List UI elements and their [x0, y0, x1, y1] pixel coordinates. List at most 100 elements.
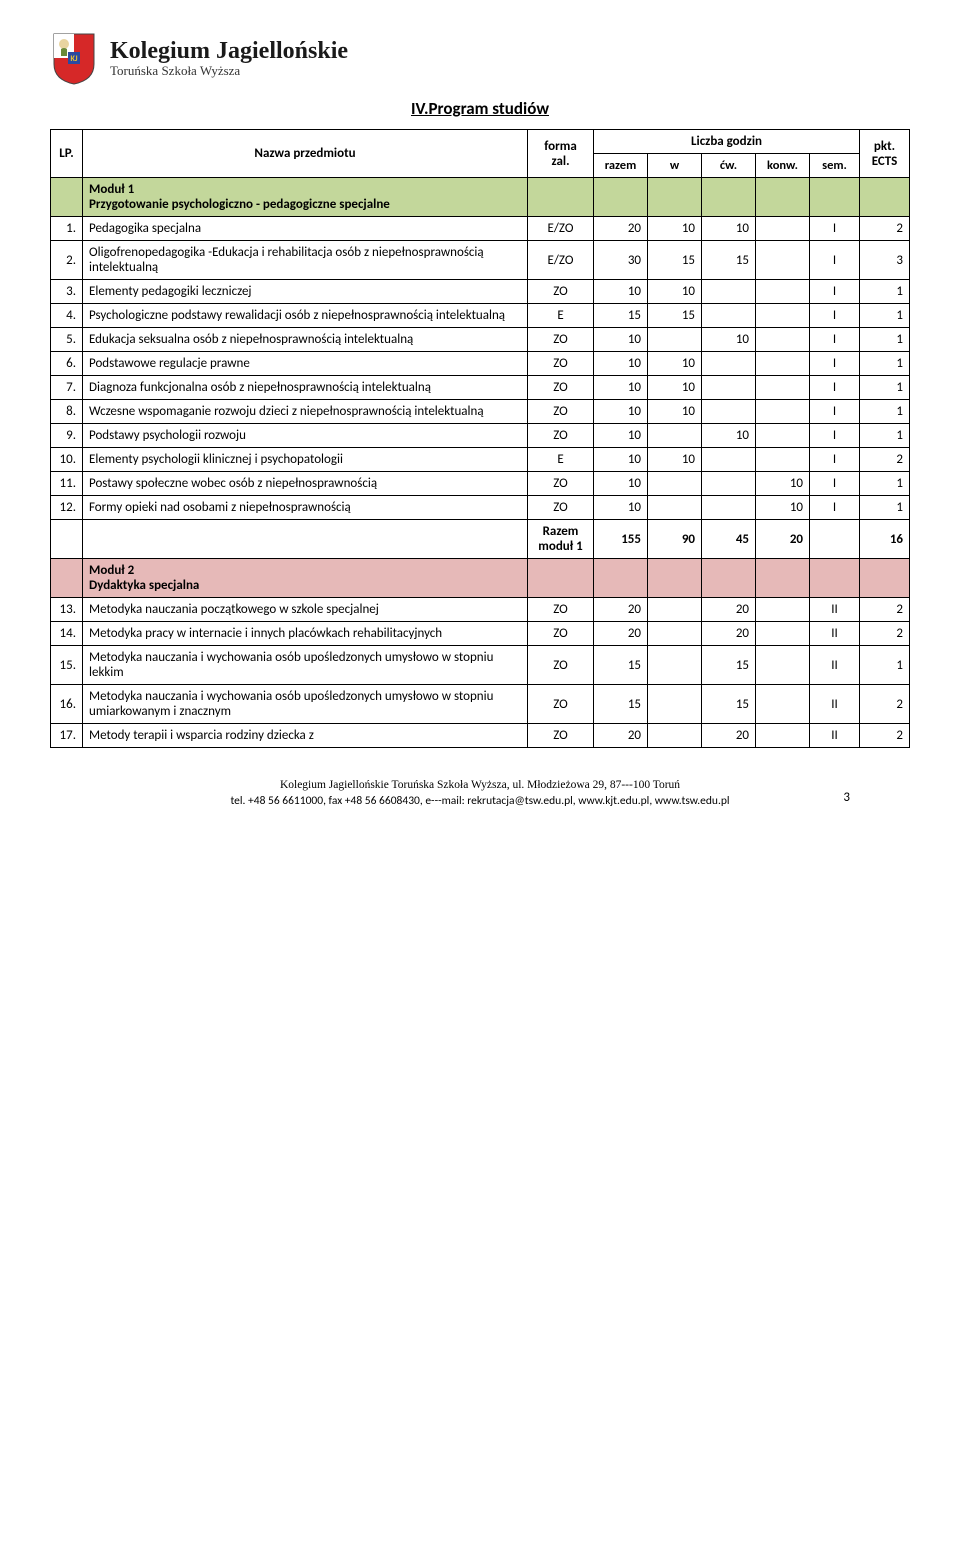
- forma-value: ZO: [528, 472, 594, 496]
- forma-value: ZO: [528, 352, 594, 376]
- sem-value: I: [810, 280, 860, 304]
- footer-contact: tel. +48 56 6611000, fax +48 56 6608430,…: [50, 794, 910, 810]
- table-row: 9.Podstawy psychologii rozwojuZO1010I1: [51, 424, 910, 448]
- cw-value: [702, 352, 756, 376]
- sem-value: I: [810, 496, 860, 520]
- cw-value: 20: [702, 598, 756, 622]
- razem-value: 10: [594, 280, 648, 304]
- w-value: [648, 424, 702, 448]
- sem-value: I: [810, 328, 860, 352]
- konw-value: [756, 304, 810, 328]
- ects-value: 1: [860, 400, 910, 424]
- forma-value: ZO: [528, 424, 594, 448]
- cw-value: [702, 400, 756, 424]
- cw-value: [702, 496, 756, 520]
- forma-value: E: [528, 448, 594, 472]
- table-row: 17.Metody terapii i wsparcia rodziny dzi…: [51, 724, 910, 748]
- row-number: 8.: [51, 400, 83, 424]
- svg-text:KJ: KJ: [70, 54, 77, 64]
- subject-name: Edukacja seksualna osób z niepełnosprawn…: [83, 328, 528, 352]
- subject-name: Postawy społeczne wobec osób z niepełnos…: [83, 472, 528, 496]
- table-row: 8.Wczesne wspomaganie rozwoju dzieci z n…: [51, 400, 910, 424]
- sem-value: I: [810, 217, 860, 241]
- row-number: 4.: [51, 304, 83, 328]
- razem-value: 15: [594, 685, 648, 724]
- module-header-row: Moduł 1Przygotowanie psychologiczno - pe…: [51, 178, 910, 217]
- cw-value: [702, 472, 756, 496]
- razem-value: 20: [594, 598, 648, 622]
- ects-value: 2: [860, 598, 910, 622]
- shield-logo-icon: KJ: [50, 30, 98, 86]
- forma-value: E/ZO: [528, 217, 594, 241]
- page-title: IV.Program studiów: [50, 98, 910, 119]
- razem-label: Razemmoduł 1: [528, 520, 594, 559]
- sem-value: I: [810, 472, 860, 496]
- forma-value: ZO: [528, 400, 594, 424]
- w-value: 15: [648, 241, 702, 280]
- row-number: 5.: [51, 328, 83, 352]
- table-row: 6.Podstawowe regulacje prawneZO1010I1: [51, 352, 910, 376]
- cw-value: 10: [702, 328, 756, 352]
- institution-header: KJ Kolegium Jagiellońskie Toruńska Szkoł…: [50, 30, 910, 86]
- sem-value: II: [810, 724, 860, 748]
- cw-value: 20: [702, 724, 756, 748]
- col-pkt: pkt. ECTS: [860, 130, 910, 178]
- razem-value: 10: [594, 496, 648, 520]
- w-value: [648, 622, 702, 646]
- row-number: 9.: [51, 424, 83, 448]
- forma-value: ZO: [528, 622, 594, 646]
- page-number: 3: [843, 790, 850, 805]
- institution-subtitle: Toruńska Szkoła Wyższa: [110, 63, 348, 79]
- w-value: 10: [648, 352, 702, 376]
- ects-value: 3: [860, 241, 910, 280]
- cw-value: 10: [702, 424, 756, 448]
- row-number: 11.: [51, 472, 83, 496]
- ects-value: 1: [860, 424, 910, 448]
- row-number: 10.: [51, 448, 83, 472]
- razem-value: 10: [594, 400, 648, 424]
- module-label: Moduł 1Przygotowanie psychologiczno - pe…: [83, 178, 528, 217]
- konw-value: [756, 376, 810, 400]
- subject-name: Metodyka nauczania i wychowania osób upo…: [83, 646, 528, 685]
- forma-value: ZO: [528, 646, 594, 685]
- ects-value: 2: [860, 685, 910, 724]
- row-number: 17.: [51, 724, 83, 748]
- konw-value: [756, 424, 810, 448]
- subject-name: Metodyka pracy w internacie i innych pla…: [83, 622, 528, 646]
- cw-value: 20: [702, 622, 756, 646]
- col-nazwa: Nazwa przedmiotu: [83, 130, 528, 178]
- footer-address: Kolegium Jagiellońskie Toruńska Szkoła W…: [50, 778, 910, 794]
- konw-value: 10: [756, 496, 810, 520]
- w-value: 10: [648, 400, 702, 424]
- cw-value: [702, 376, 756, 400]
- razem-value: 10: [594, 376, 648, 400]
- subject-name: Podstawy psychologii rozwoju: [83, 424, 528, 448]
- module-total-row: Razemmoduł 115590452016: [51, 520, 910, 559]
- ects-value: 2: [860, 217, 910, 241]
- forma-value: E: [528, 304, 594, 328]
- w-value: 10: [648, 448, 702, 472]
- razem-value: 15: [594, 304, 648, 328]
- sem-value: II: [810, 598, 860, 622]
- w-value: [648, 685, 702, 724]
- razem-value: 10: [594, 328, 648, 352]
- institution-name: Kolegium Jagiellońskie: [110, 38, 348, 65]
- table-row: 4.Psychologiczne podstawy rewalidacji os…: [51, 304, 910, 328]
- sem-value: I: [810, 424, 860, 448]
- row-number: 1.: [51, 217, 83, 241]
- forma-value: ZO: [528, 376, 594, 400]
- table-row: 1.Pedagogika specjalnaE/ZO201010I2: [51, 217, 910, 241]
- forma-value: ZO: [528, 724, 594, 748]
- subject-name: Oligofrenopedagogika -Edukacja i rehabil…: [83, 241, 528, 280]
- w-value: [648, 328, 702, 352]
- subject-name: Metody terapii i wsparcia rodziny dzieck…: [83, 724, 528, 748]
- table-row: 3.Elementy pedagogiki leczniczejZO1010I1: [51, 280, 910, 304]
- sem-value: II: [810, 685, 860, 724]
- row-number: 12.: [51, 496, 83, 520]
- table-row: 14.Metodyka pracy w internacie i innych …: [51, 622, 910, 646]
- sem-value: II: [810, 646, 860, 685]
- module-header-row: Moduł 2Dydaktyka specjalna: [51, 559, 910, 598]
- w-value: [648, 598, 702, 622]
- konw-value: 10: [756, 472, 810, 496]
- konw-value: [756, 352, 810, 376]
